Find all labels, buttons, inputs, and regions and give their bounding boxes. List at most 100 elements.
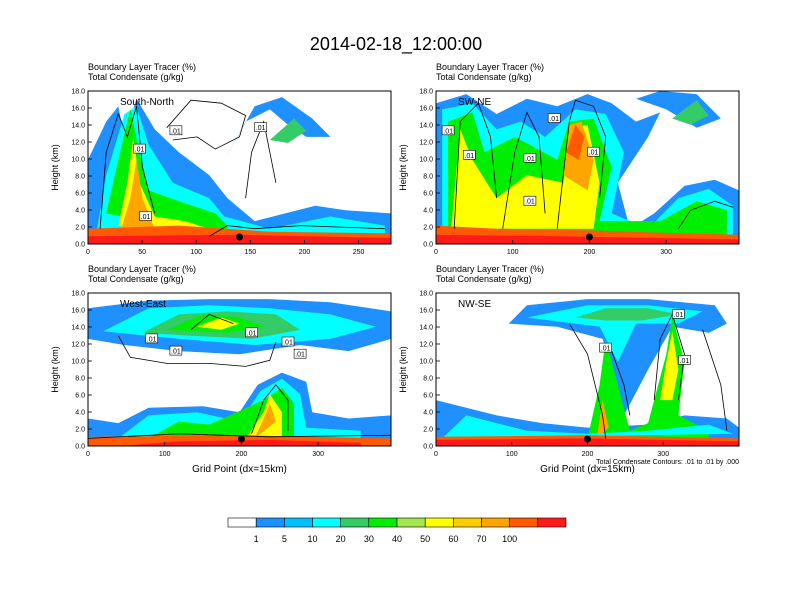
tracer-area-6 <box>451 124 600 229</box>
figure-title: 2014-02-18_12:00:00 <box>310 34 482 55</box>
y-tick-label: 8.0 <box>75 174 85 181</box>
y-tick-label: 0.0 <box>423 242 433 249</box>
contour-label: .01 <box>169 125 183 135</box>
panel-1: .01 .01 .01 .01 0.0 2.0 4.0 6.0 8.0 10.0 12.0 14.0 1… <box>50 62 392 256</box>
x-axis-label: Grid Point (dx=15km) <box>540 464 635 475</box>
tracer-area-4 <box>672 100 709 125</box>
colorbar-label: 100 <box>502 534 517 544</box>
colorbar-label: 70 <box>476 534 486 544</box>
contour-line-4 <box>678 200 734 229</box>
colorbar: 1 5 10 20 30 40 50 60 70 100 <box>227 517 567 544</box>
y-axis-label: Height (km) <box>50 144 60 191</box>
colorbar-swatch <box>255 517 285 528</box>
y-tick-label: 16.0 <box>71 106 85 113</box>
contour-line-2 <box>502 111 546 229</box>
contour-label-text: .01 <box>295 352 305 359</box>
contour-line-4 <box>208 225 385 237</box>
contour-label: .01 <box>441 125 455 135</box>
contour-label-text: .01 <box>525 199 535 206</box>
contour-label-text: .01 <box>171 349 181 356</box>
colorbar-label: 40 <box>392 534 402 544</box>
tracer-area-10 <box>254 403 276 439</box>
x-tick-label: 250 <box>353 249 365 256</box>
y-axis-label: Height (km) <box>398 346 408 393</box>
contour-line-1 <box>453 102 497 229</box>
x-tick-label: 100 <box>507 249 519 256</box>
contour-label: .01 <box>169 345 183 356</box>
contour-label-text: .01 <box>674 312 684 319</box>
y-tick-label: 2.0 <box>423 427 433 434</box>
tracer-area-1 <box>508 299 727 431</box>
contour-line-4 <box>88 433 391 439</box>
x-tick-label: 0 <box>86 451 90 458</box>
x-tick-label: 100 <box>190 249 202 256</box>
y-tick-label: 6.0 <box>423 393 433 400</box>
tracer-area-6 <box>197 317 240 330</box>
panel-label: NW-SE <box>458 299 491 310</box>
tracer-area-12 <box>118 439 361 446</box>
y-tick-label: 16.0 <box>71 308 85 315</box>
panel-subtitle-2: Total Condensate (g/kg) <box>88 72 184 82</box>
contour-label: .01 <box>139 211 152 221</box>
contour-label-text: .01 <box>147 336 157 343</box>
y-tick-label: 4.0 <box>423 208 433 215</box>
contour-label-text: .01 <box>283 339 293 346</box>
x-tick-label: 50 <box>138 249 146 256</box>
y-tick-label: 6.0 <box>75 191 85 198</box>
y-tick-label: 18.0 <box>71 291 85 298</box>
x-tick-label: 0 <box>434 249 438 256</box>
y-tick-label: 10.0 <box>419 157 433 164</box>
contour-line-2 <box>611 350 631 416</box>
panel-2: .01 .01 .01 .01 .01 .01 0.0 2.0 4.0 6.0 8.0 10.0 12.… <box>398 62 740 256</box>
tracer-field <box>88 97 391 244</box>
y-tick-label: 0.0 <box>75 242 85 249</box>
colorbar-label: 50 <box>420 534 430 544</box>
y-tick-label: 4.0 <box>423 410 433 417</box>
condensate-contours <box>453 99 734 229</box>
location-marker <box>585 233 593 241</box>
colorbar-swatch <box>368 517 398 528</box>
contour-label: .01 <box>599 342 613 353</box>
contour-label-text: .01 <box>680 358 690 365</box>
contour-line-1 <box>568 323 607 439</box>
contour-label-text: .01 <box>601 346 611 353</box>
contour-label: .01 <box>133 143 146 154</box>
y-tick-label: 8.0 <box>423 376 433 383</box>
y-tick-label: 6.0 <box>423 191 433 198</box>
contour-label-text: .01 <box>256 125 266 132</box>
panel-label: SW-NE <box>458 97 491 108</box>
y-tick-label: 18.0 <box>419 291 433 298</box>
y-tick-label: 4.0 <box>75 410 85 417</box>
y-tick-label: 14.0 <box>419 325 433 332</box>
tracer-area-7 <box>596 400 609 439</box>
tracer-area-4 <box>575 308 679 321</box>
contour-label: .01 <box>145 333 158 343</box>
contour-label-text: .01 <box>247 330 257 337</box>
location-marker <box>584 435 591 443</box>
contour-line-3 <box>251 384 289 434</box>
colorbar-label: 10 <box>307 534 317 544</box>
y-tick-label: 0.0 <box>423 444 433 451</box>
colorbar-swatch <box>509 517 539 528</box>
x-tick-label: 0 <box>434 451 438 458</box>
colorbar-swatch <box>312 517 342 528</box>
panel-subtitle-2: Total Condensate (g/kg) <box>436 274 532 284</box>
y-axis-label: Height (km) <box>398 144 408 191</box>
contour-line-1 <box>99 106 156 229</box>
panel-3: .01.01.01.01.010.02.04.06.08.010.012.014… <box>50 264 392 475</box>
y-axis-label: Height (km) <box>50 346 60 393</box>
colorbar-swatch <box>452 517 482 528</box>
x-tick-label: 200 <box>299 249 311 256</box>
location-marker <box>237 435 245 443</box>
contour-label-text: .01 <box>549 116 559 123</box>
y-tick-label: 12.0 <box>71 140 85 147</box>
contour-label: .01 <box>523 153 537 163</box>
contour-label: .01 <box>293 348 307 359</box>
x-axis-label: Grid Point (dx=15km) <box>192 464 287 475</box>
contour-label: .01 <box>587 146 600 157</box>
contour-line-2 <box>190 313 234 331</box>
y-tick-label: 14.0 <box>419 123 433 130</box>
y-tick-label: 10.0 <box>71 359 85 366</box>
y-tick-label: 18.0 <box>419 89 433 96</box>
y-tick-label: 2.0 <box>75 225 85 232</box>
